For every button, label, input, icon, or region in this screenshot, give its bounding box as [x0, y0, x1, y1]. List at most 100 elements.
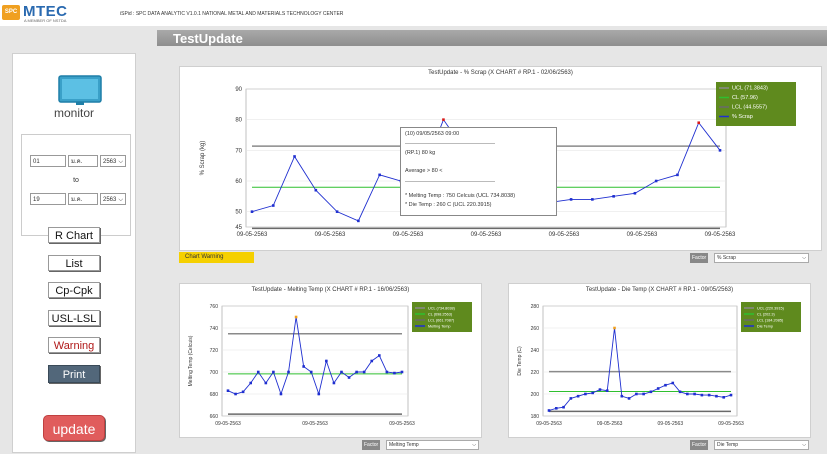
- y-tick-label: 90: [235, 87, 242, 93]
- data-point: [325, 359, 328, 363]
- data-point: [707, 393, 711, 397]
- x-tick-label: 09-05-2563: [536, 421, 562, 427]
- y-tick-label: 200: [531, 392, 540, 398]
- app-caption: iSPid : SPC DATA ANALYTIC V1.0.1 NATIONA…: [120, 11, 344, 17]
- x-tick-label: 09-05-2563: [237, 232, 268, 238]
- x-tick-label: 09-05-2563: [718, 421, 744, 427]
- from-year-value: 2563: [103, 159, 117, 165]
- data-point: [729, 393, 733, 397]
- legend-label: CL (698.2563): [428, 313, 453, 317]
- data-point: [250, 210, 254, 213]
- melt-factor-select[interactable]: Factor Melting Temp ⌵: [362, 440, 480, 450]
- data-point: [664, 383, 667, 387]
- page-title-bar: TestUpdate: [157, 30, 827, 46]
- monitor-button[interactable]: monitor: [25, 62, 123, 126]
- data-point: [347, 376, 351, 379]
- r-chart-button[interactable]: R Chart: [48, 227, 100, 243]
- data-point: [370, 359, 374, 363]
- data-point: [718, 149, 722, 152]
- tooltip-line-5: * Die Temp : 260 C (UCL 220.3915): [405, 202, 492, 208]
- die-factor-select[interactable]: Factor Die Temp ⌵: [690, 440, 810, 450]
- data-point: [715, 394, 718, 398]
- data-point: [613, 326, 616, 330]
- cp-cpk-button[interactable]: Cp-Cpk: [48, 282, 100, 298]
- factor-select[interactable]: % Scrap ⌵: [714, 253, 809, 263]
- y-tick-label: 720: [210, 348, 219, 354]
- warning-button[interactable]: Warning: [48, 337, 100, 353]
- data-point: [569, 397, 573, 400]
- y-axis-label: Die Temp (C): [517, 346, 523, 376]
- y-tick-label: 280: [531, 304, 540, 310]
- chevron-down-icon: ⌵: [802, 255, 806, 261]
- update-button[interactable]: update: [43, 415, 105, 441]
- data-point: [309, 370, 313, 374]
- die-chart-title: TestUpdate - Die Temp (X CHART # RP.1 - …: [585, 287, 734, 293]
- data-point: [241, 390, 245, 394]
- data-point: [442, 118, 445, 121]
- y-tick-label: 70: [235, 148, 242, 154]
- to-day-select[interactable]: 19: [30, 193, 66, 205]
- data-point: [272, 370, 275, 374]
- x-tick-label: 09-05-2563: [471, 232, 502, 238]
- legend-label: LCL (44.5557): [732, 105, 767, 111]
- factor-value: % Scrap: [717, 255, 736, 261]
- data-point-tooltip: (10) 09/05/2563 09:00 (RP.1) 80 kg Avera…: [400, 127, 557, 216]
- data-point: [697, 121, 701, 125]
- melt-chart-title: TestUpdate - Melting Temp (X CHART # RP.…: [251, 287, 410, 293]
- legend-box: [741, 302, 801, 332]
- data-point: [620, 394, 624, 398]
- data-point: [355, 370, 358, 374]
- from-year-select[interactable]: 2563 ⌵: [100, 155, 126, 167]
- melt-chart[interactable]: 660 680 700 720 740 760 09-05-2563 09-05-2563 09…: [180, 284, 481, 437]
- tooltip-line-3: Average > 80 <: [405, 168, 443, 174]
- data-point: [642, 392, 645, 396]
- data-point: [317, 392, 321, 396]
- data-point: [686, 392, 689, 396]
- data-point: [314, 188, 318, 192]
- tooltip-line-4: * Melting Temp : 750 Celcuis (UCL 734.80…: [405, 193, 516, 199]
- data-point: [591, 198, 594, 201]
- data-point: [562, 405, 565, 409]
- y-axis-label: Melting Temp (Celcuis): [188, 335, 194, 386]
- die-chart[interactable]: 180 200 220 240 260 280 09-05-2563 09-05-2563 09…: [509, 284, 810, 437]
- date-range-box: 01 ม.ค. 2563 ⌵ to 19 ม.ค. 2563 ⌵: [21, 134, 131, 236]
- data-point: [294, 315, 298, 319]
- legend-box: [716, 82, 796, 126]
- melt-chart-panel: TestUpdate - Melting Temp (X CHART # RP.…: [179, 283, 482, 438]
- factor-select[interactable]: Die Temp ⌵: [714, 440, 809, 450]
- data-point: [633, 191, 637, 195]
- to-month-select[interactable]: ม.ค.: [68, 193, 98, 205]
- chart-warning-chip[interactable]: Chart Warning: [179, 252, 254, 263]
- data-point: [332, 381, 336, 385]
- x-tick-label: 09-05-2563: [597, 421, 623, 427]
- data-point: [627, 397, 631, 400]
- mtec-logo-sub: A MEMBER OF NSTDA: [24, 18, 67, 23]
- data-point: [678, 390, 682, 394]
- y-tick-label: 180: [531, 414, 540, 420]
- print-button[interactable]: Print: [48, 365, 100, 383]
- factor-select[interactable]: Melting Temp ⌵: [386, 440, 479, 450]
- from-day-value: 01: [33, 159, 40, 165]
- from-day-select[interactable]: 01: [30, 155, 66, 167]
- x-tick-label: 09-05-2563: [393, 232, 424, 238]
- data-point: [256, 370, 260, 374]
- scrap-factor-select[interactable]: Factor % Scrap ⌵: [690, 253, 810, 263]
- legend-label: LCL (661.7087): [428, 319, 455, 323]
- data-point: [676, 173, 679, 177]
- legend-label: % Scrap: [732, 114, 753, 120]
- chevron-down-icon: ⌵: [118, 159, 123, 165]
- to-year-select[interactable]: 2563 ⌵: [100, 193, 126, 205]
- legend-box: [412, 302, 472, 332]
- list-button[interactable]: List: [48, 255, 100, 271]
- legend-label: Melting Temp: [428, 325, 451, 329]
- x-tick-label: 09-05-2563: [389, 421, 415, 427]
- factor-label: Factor: [362, 440, 381, 450]
- usl-lsl-button[interactable]: USL-LSL: [48, 310, 100, 326]
- x-tick-label: 09-05-2563: [315, 232, 346, 238]
- from-month-select[interactable]: ม.ค.: [68, 155, 98, 167]
- legend-label: CL (202.3): [757, 313, 776, 317]
- x-tick-label: 09-05-2563: [705, 232, 736, 238]
- data-point: [722, 396, 726, 399]
- data-point: [335, 210, 339, 213]
- x-tick-label: 09-05-2563: [215, 421, 241, 427]
